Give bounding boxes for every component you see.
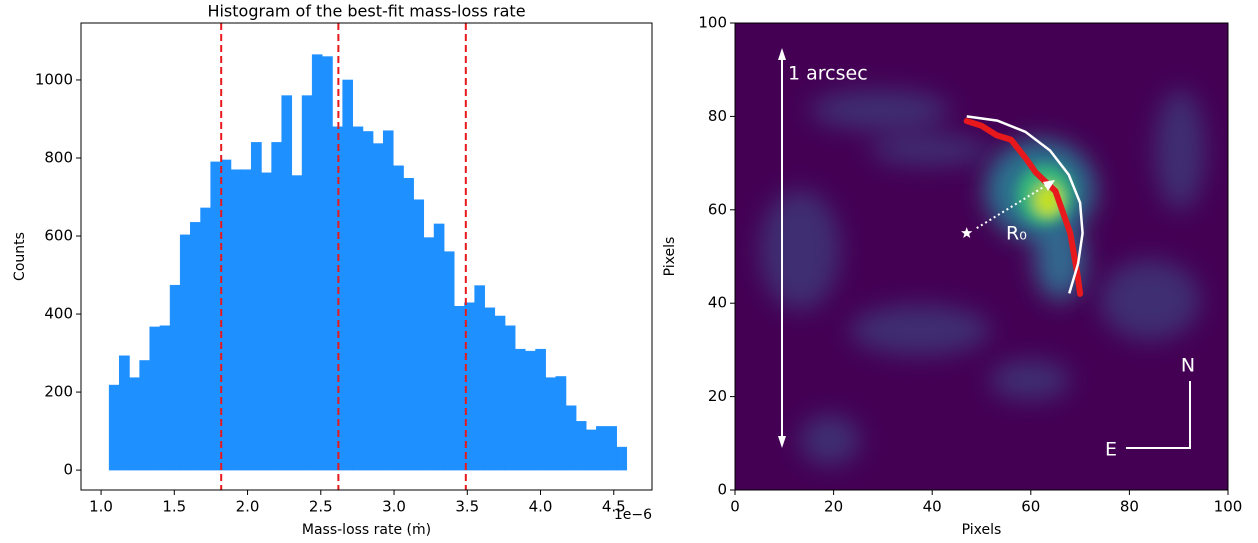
y-tick-label: 600 — [44, 227, 73, 245]
bar — [159, 325, 171, 471]
x-tick-label: 1.5 — [162, 498, 186, 516]
x-tick-label: 2.0 — [236, 498, 260, 516]
bar — [616, 446, 628, 471]
y-axis-label: Counts — [12, 232, 28, 281]
bar — [291, 175, 303, 471]
bar — [240, 169, 252, 471]
x-tick-label: 100 — [1214, 498, 1243, 516]
overlay: R₀ 1 arcsec N E — [778, 48, 1195, 461]
y-tick-label: 0 — [717, 481, 727, 499]
bar — [179, 234, 191, 471]
bar — [271, 142, 282, 471]
bar — [606, 426, 617, 471]
compass-east: E — [1105, 439, 1117, 461]
x-axis-label: Mass-loss rate (ṁ) — [302, 522, 431, 538]
y-tick-label: 800 — [44, 148, 73, 166]
bar — [129, 377, 140, 471]
x-tick-label: 4.5 — [602, 498, 626, 516]
bar — [118, 355, 130, 471]
bar — [261, 172, 272, 471]
chart-title: Histogram of the best-fit mass-loss rate — [207, 2, 525, 21]
bar — [585, 429, 597, 471]
bar — [311, 54, 323, 471]
bar — [433, 223, 445, 471]
bar — [484, 307, 496, 471]
bar — [403, 178, 414, 471]
y-axis-label: Pixels — [662, 237, 678, 277]
bar — [342, 79, 353, 471]
star-marker — [961, 227, 973, 239]
bar — [443, 251, 455, 471]
y-tick-label: 60 — [708, 200, 727, 218]
bar — [210, 161, 221, 471]
bar — [230, 169, 242, 471]
bar — [453, 305, 465, 471]
bar — [149, 326, 161, 471]
bar — [504, 325, 516, 471]
bar — [423, 237, 435, 471]
y-tick-label: 400 — [44, 305, 73, 323]
bar — [382, 130, 394, 471]
bar — [535, 348, 546, 471]
bar — [596, 426, 607, 471]
bar — [393, 165, 404, 471]
bar — [555, 376, 567, 471]
bar — [413, 199, 425, 471]
compass — [1126, 381, 1191, 449]
bar — [190, 222, 201, 471]
y-tick-label: 80 — [708, 107, 727, 125]
bar — [494, 315, 506, 471]
bar — [108, 384, 120, 471]
bar — [200, 207, 211, 471]
red-trace — [963, 118, 1084, 297]
bar — [250, 142, 262, 471]
y-tick-label: 200 — [44, 383, 73, 401]
image-background — [735, 23, 1228, 490]
bar — [525, 350, 536, 471]
radius-arrow — [976, 182, 1051, 230]
x-tick-label: 1.0 — [89, 498, 113, 516]
bar — [352, 126, 364, 471]
x-tick-label: 0 — [730, 498, 740, 516]
x-tick-label: 3.5 — [455, 498, 479, 516]
scale-arrowhead-bottom — [778, 436, 786, 448]
compass-north: N — [1181, 355, 1195, 377]
x-tick-label: 40 — [923, 498, 942, 516]
y-tick-label: 20 — [708, 387, 727, 405]
y-tick-label: 1000 — [35, 70, 73, 88]
radius-label: R₀ — [1006, 223, 1027, 245]
bar — [565, 405, 577, 471]
radius-arrowhead — [1043, 180, 1055, 191]
bar — [169, 284, 181, 471]
bar — [372, 143, 384, 471]
scale-arrowhead-top — [778, 48, 786, 60]
bar — [514, 348, 526, 471]
y-tick-label: 40 — [708, 294, 727, 312]
x-tick-label: 4.0 — [529, 498, 553, 516]
plot-frame — [734, 22, 1229, 491]
plot-frame — [80, 22, 653, 491]
fit-arc — [966, 115, 1084, 294]
y-tick-label: 0 — [63, 461, 73, 479]
bar — [220, 159, 232, 471]
scale-label: 1 arcsec — [788, 63, 868, 85]
bar — [362, 131, 374, 471]
x-tick-label: 60 — [1021, 498, 1040, 516]
bar — [301, 95, 313, 471]
bar — [281, 95, 293, 471]
x-tick-label: 2.5 — [309, 498, 333, 516]
x-tick-label: 20 — [824, 498, 843, 516]
bar — [322, 56, 333, 471]
x-offset-label: 1e−6 — [614, 507, 652, 523]
x-tick-label: 80 — [1120, 498, 1139, 516]
y-tick-label: 100 — [698, 14, 727, 32]
bar — [575, 421, 587, 471]
x-tick-label: 3.0 — [382, 498, 406, 516]
bar — [474, 285, 485, 471]
x-axis-label: Pixels — [962, 522, 1002, 538]
bar — [545, 377, 557, 471]
bar — [139, 360, 150, 471]
